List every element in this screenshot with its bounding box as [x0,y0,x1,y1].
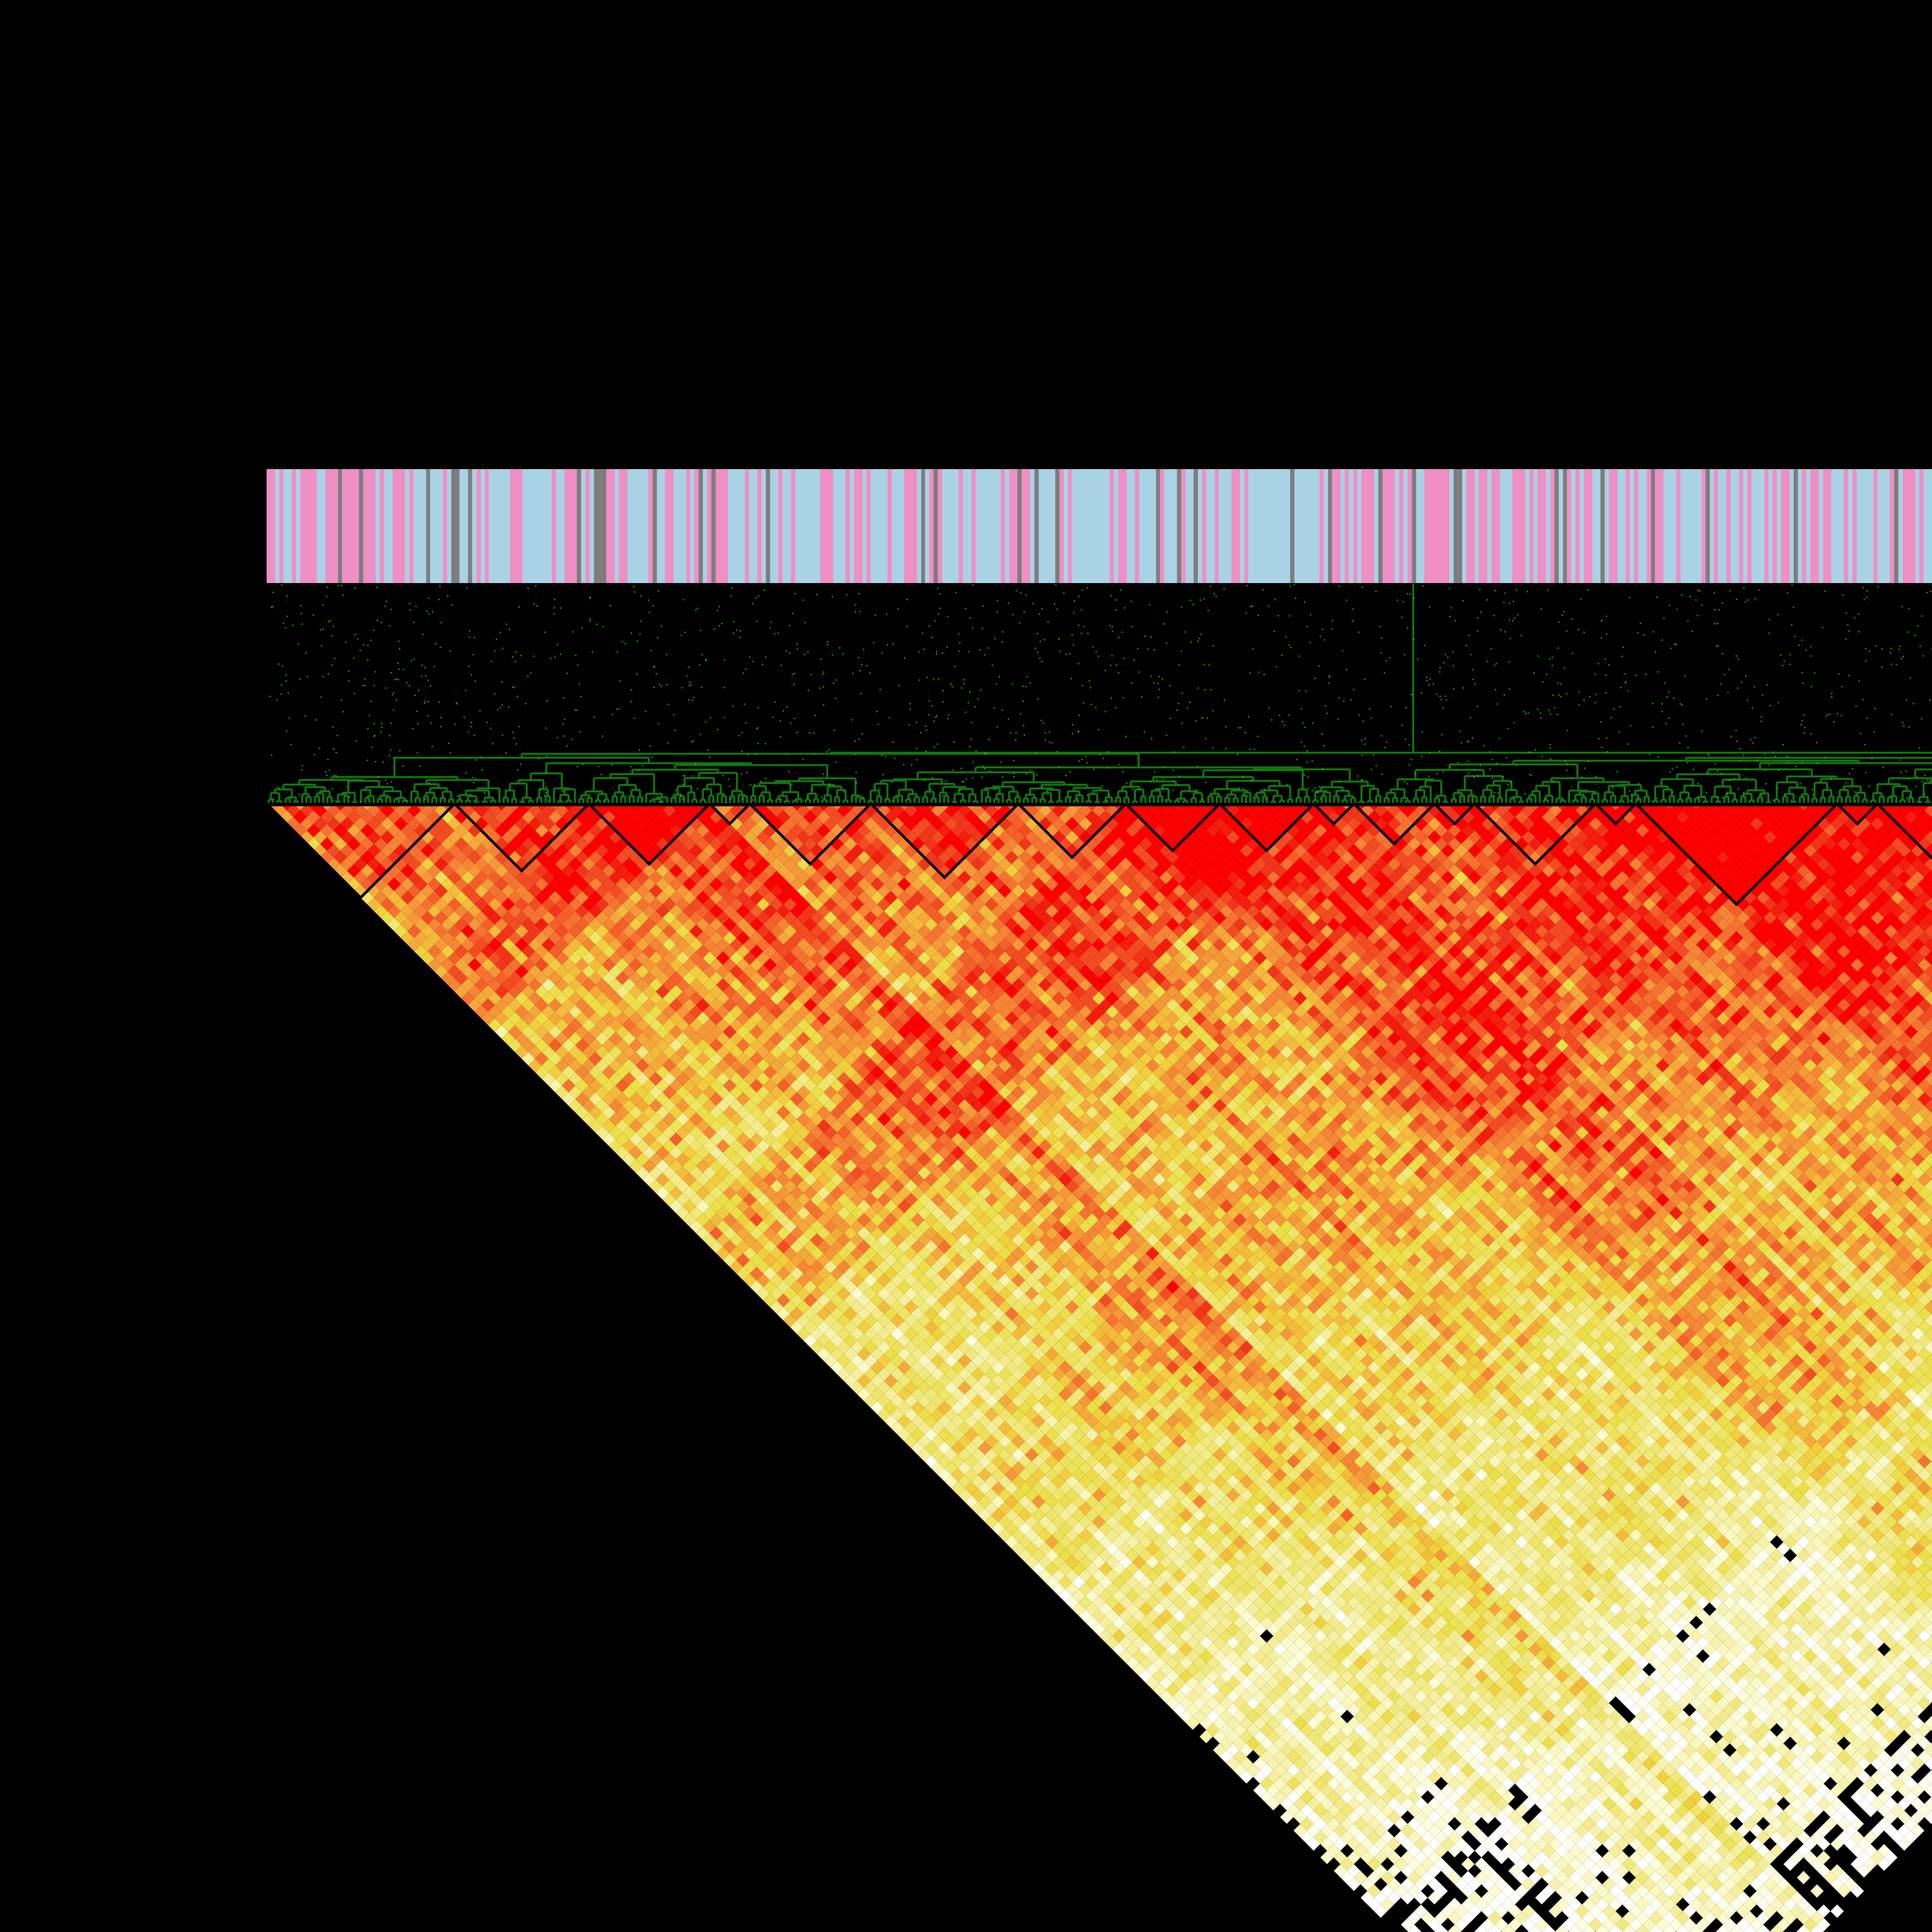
column-dendrogram [267,583,1932,803]
annotation-bar-canvas [267,469,1932,583]
sample-class-annotation-bar [267,469,1932,583]
heatmap-canvas [267,804,1932,1932]
dendrogram-canvas [267,583,1932,803]
rotated-distance-matrix [267,804,1932,1932]
